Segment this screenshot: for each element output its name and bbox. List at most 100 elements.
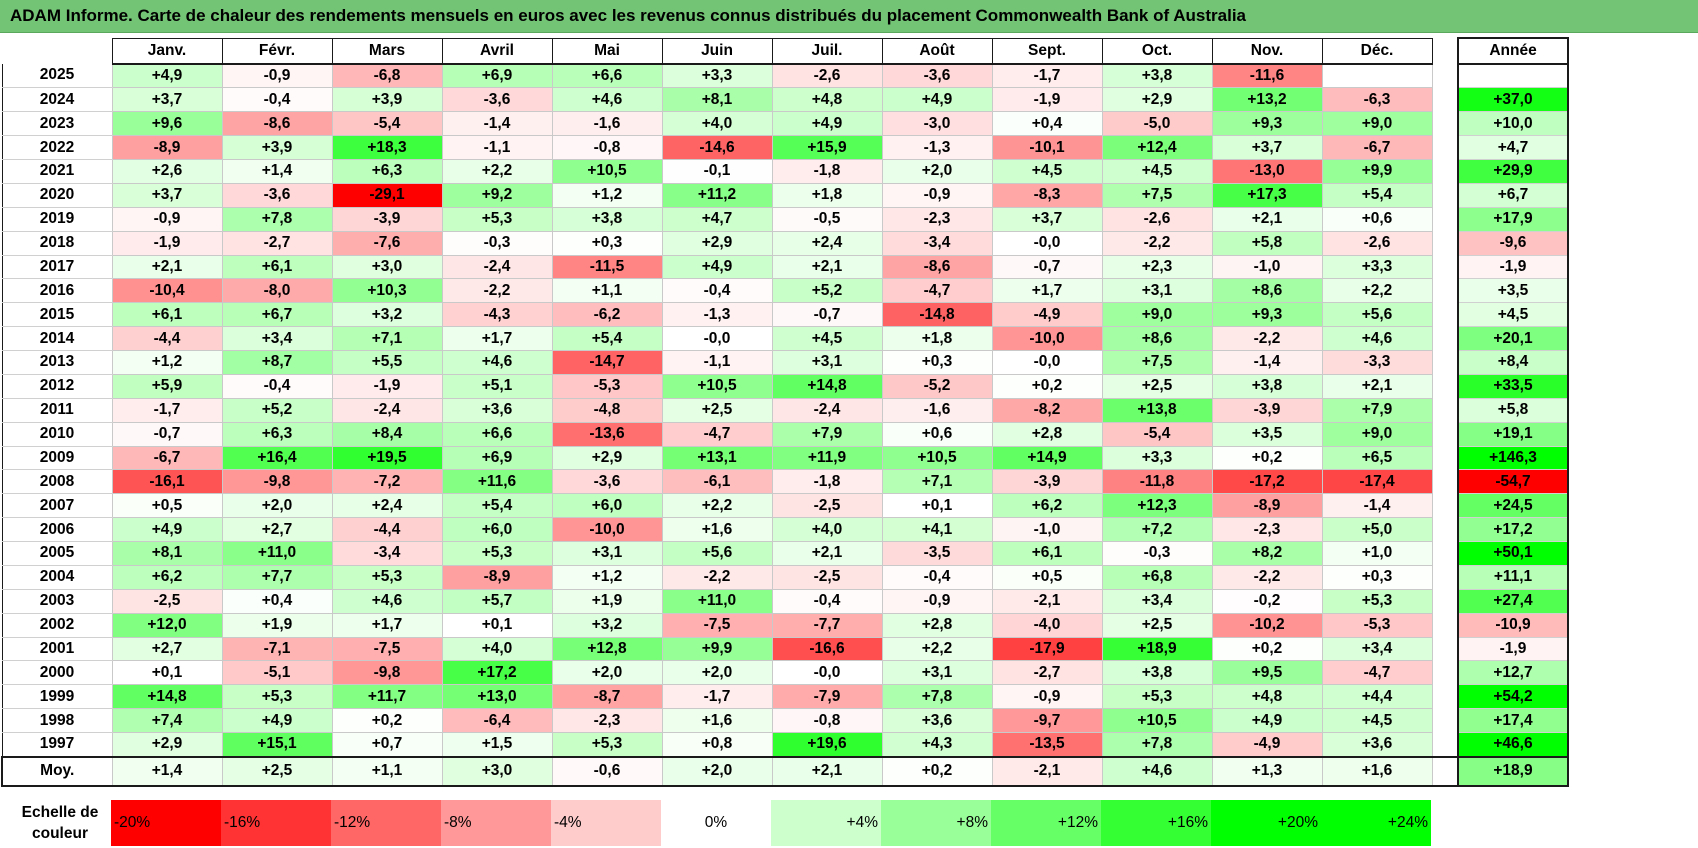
heatmap-cell: +18,3	[331, 135, 443, 160]
heatmap-cell: -2,4	[331, 397, 443, 423]
gap-cell	[1432, 493, 1458, 518]
heatmap-cell: +4,9	[111, 517, 223, 542]
heatmap-cell: +6,0	[551, 493, 663, 519]
heatmap-cell: +9,3	[1211, 302, 1323, 328]
year-label: 1999	[1, 684, 112, 710]
heatmap-cell: -5,3	[551, 373, 663, 399]
annual-cell: +27,4	[1457, 589, 1569, 614]
heatmap-cell: -6,2	[551, 302, 663, 328]
heatmap-cell: +11,2	[661, 182, 773, 208]
heatmap-cell: +1,8	[881, 326, 993, 351]
year-row: 2014 -4,4 +3,4 +7,1 +1,7 +5,4 -0,0 +4,5 +1,8 -10,…	[1, 326, 1569, 351]
heatmap-cell: +14,9	[991, 445, 1103, 471]
heatmap-cell: +7,4	[111, 708, 223, 733]
year-row: 2024 +3,7 -0,4 +3,9 -3,6 +4,6 +8,1 +4,8 +4,9 -1,9…	[1, 87, 1569, 113]
heatmap-cell: -8,9	[1211, 493, 1323, 519]
year-label: 2017	[1, 255, 112, 280]
year-row: 2025 +4,9 -0,9 -6,8 +6,9 +6,6 +3,3 -2,6 -3,6 -1,7…	[1, 62, 1569, 89]
heatmap-cell: +3,3	[661, 62, 773, 89]
heatmap-cell: -10,0	[991, 326, 1103, 351]
heatmap-cell: +1,6	[661, 517, 773, 542]
heatmap-cell: +2,9	[661, 230, 773, 256]
heatmap-cell: +4,6	[331, 588, 443, 614]
annual-cell: -10,9	[1457, 613, 1569, 638]
color-scale-stop: 0%	[661, 800, 771, 846]
heatmap-cell: -1,7	[991, 62, 1103, 89]
heatmap-cell: -1,0	[1211, 254, 1323, 280]
color-scale-stop: +4%	[771, 800, 881, 846]
heatmap-cell: +2,8	[881, 612, 993, 638]
heatmap-cell: -3,9	[991, 469, 1103, 495]
heatmap-cell: +1,2	[551, 182, 663, 208]
gap-cell	[1432, 374, 1458, 399]
heatmap-cell: +5,3	[221, 684, 333, 710]
heatmap-cell: +1,9	[551, 588, 663, 614]
heatmap-cell: +14,8	[111, 684, 223, 710]
heatmap-cell: +9,0	[1101, 302, 1213, 328]
heatmap-cell: +1,1	[331, 755, 443, 787]
heatmap-cell: -3,0	[881, 111, 993, 137]
year-label: 2002	[1, 613, 112, 638]
annual-cell: -1,9	[1457, 637, 1569, 662]
heatmap-cell: -0,4	[881, 564, 993, 590]
heatmap-cell: -7,5	[661, 612, 773, 638]
heatmap-cell: +2,1	[1211, 206, 1323, 232]
heatmap-cell: +10,5	[881, 445, 993, 471]
year-label: 2014	[1, 326, 112, 351]
heatmap-cell: +16,4	[221, 445, 333, 471]
heatmap-cell: +11,0	[221, 541, 333, 566]
heatmap-cell: -6,8	[331, 62, 443, 89]
year-label: 2000	[1, 660, 112, 686]
annual-cell: +37,0	[1457, 87, 1569, 113]
heatmap-cell: -4,4	[331, 517, 443, 542]
heatmap-cell: +7,8	[1101, 731, 1213, 758]
heatmap-cell: +4,0	[661, 111, 773, 137]
annual-cell: +17,4	[1457, 708, 1569, 733]
annual-cell: +33,5	[1457, 374, 1569, 399]
heatmap-cell: -2,5	[771, 493, 883, 519]
heatmap-cell: -2,2	[441, 278, 553, 304]
year-row: 1998 +7,4 +4,9 +0,2 -6,4 -2,3 +1,6 -0,8 +3,6 -9,7…	[1, 708, 1569, 733]
heatmap-cell: +6,2	[991, 493, 1103, 519]
heatmap-cell: -4,9	[1211, 731, 1323, 758]
heatmap-cell: +0,1	[441, 612, 553, 638]
heatmap-cell: +3,3	[1101, 445, 1213, 471]
heatmap-cell: -0,0	[771, 660, 883, 686]
column-header: Mai	[551, 37, 663, 65]
heatmap-cell: -3,4	[881, 230, 993, 256]
year-label: 2010	[1, 422, 112, 447]
heatmap-cell: +19,6	[771, 731, 883, 758]
gap-cell	[1432, 135, 1458, 160]
color-scale-label: Echelle de couleur	[21, 804, 99, 842]
gap-cell	[1432, 326, 1458, 351]
heatmap-cell: -1,1	[661, 350, 773, 375]
heatmap-cell: +1,3	[1211, 755, 1323, 787]
heatmap-cell: +2,0	[881, 159, 993, 184]
heatmap-cell: +3,7	[1211, 135, 1323, 160]
heatmap-cell: +2,0	[551, 660, 663, 686]
heatmap-cell: +4,5	[1101, 159, 1213, 184]
year-row: 2022 -8,9 +3,9 +18,3 -1,1 -0,8 -14,6 +15,9 -1,3-…	[1, 135, 1569, 160]
gap-cell	[1432, 732, 1458, 757]
year-label: 2012	[1, 374, 112, 399]
column-header: Janv.	[111, 37, 223, 65]
heatmap-cell: +2,5	[221, 755, 333, 787]
heatmap-cell: -3,5	[881, 541, 993, 566]
gap-cell	[1432, 613, 1458, 637]
year-row: 2000 +0,1 -5,1 -9,8 +17,2 +2,0 +2,0 -0,0 +3,1 -2,…	[1, 660, 1569, 686]
heatmap-cell: -4,3	[441, 302, 553, 328]
heatmap-cell: +2,1	[771, 755, 883, 787]
heatmap-cell: +11,0	[661, 588, 773, 614]
heatmap-cell: +0,6	[1321, 206, 1433, 232]
annual-cell: -54,7	[1457, 469, 1569, 495]
gap-cell	[1432, 350, 1458, 375]
heatmap-cell: +8,6	[1211, 278, 1323, 304]
heatmap-cell: +2,2	[881, 636, 993, 662]
heatmap-cell: +6,8	[1101, 564, 1213, 590]
heatmap-cell: -9,8	[331, 660, 443, 686]
heatmap-cell: +5,1	[441, 373, 553, 399]
year-label: 2013	[1, 350, 112, 375]
heatmap-cell: +2,9	[1101, 87, 1213, 113]
heatmap-cell: -0,9	[881, 588, 993, 614]
heatmap-cell: +0,2	[1211, 445, 1323, 471]
